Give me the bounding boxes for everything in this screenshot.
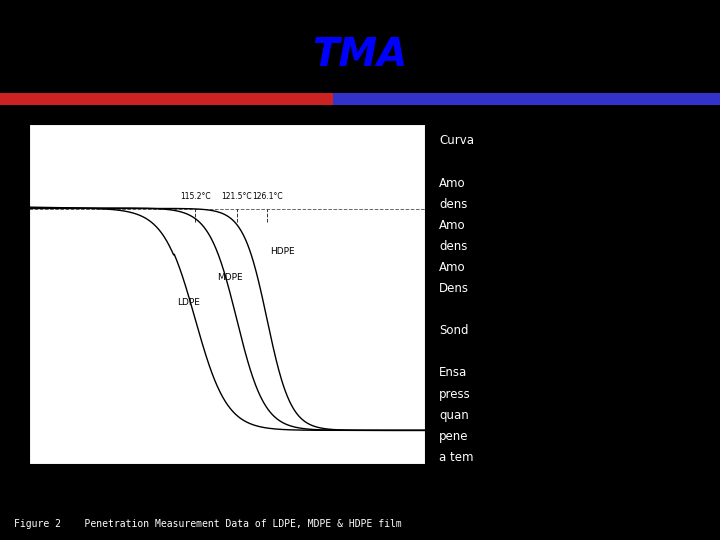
Text: 115.2°C: 115.2°C	[180, 192, 210, 201]
Text: a tem: a tem	[439, 451, 474, 464]
Text: HDPE: HDPE	[271, 247, 295, 256]
Text: Dens: Dens	[439, 282, 469, 295]
Text: Amo: Amo	[439, 177, 466, 190]
X-axis label: Temp. (°C): Temp. (°C)	[199, 488, 254, 498]
Text: 126.1°C: 126.1°C	[252, 192, 282, 201]
Text: Sond: Sond	[439, 324, 469, 338]
Text: pene: pene	[439, 430, 469, 443]
Text: 121.5°C: 121.5°C	[221, 192, 252, 201]
Text: Figure 2    Penetration Measurement Data of LDPE, MDPE & HDPE film: Figure 2 Penetration Measurement Data of…	[14, 519, 402, 529]
Text: Amo: Amo	[439, 219, 466, 232]
Text: Ensa: Ensa	[439, 367, 467, 380]
Bar	[333, 93, 720, 105]
Text: Curva: Curva	[439, 134, 474, 147]
Text: MDPE: MDPE	[217, 273, 243, 282]
Text: press: press	[439, 388, 471, 401]
Text: dens: dens	[439, 198, 467, 211]
Text: Amo: Amo	[439, 261, 466, 274]
Text: quan: quan	[439, 409, 469, 422]
Bar	[0, 93, 333, 105]
Text: dens: dens	[439, 240, 467, 253]
Text: TMA: TMA	[312, 36, 408, 74]
Text: LDPE: LDPE	[177, 298, 200, 307]
